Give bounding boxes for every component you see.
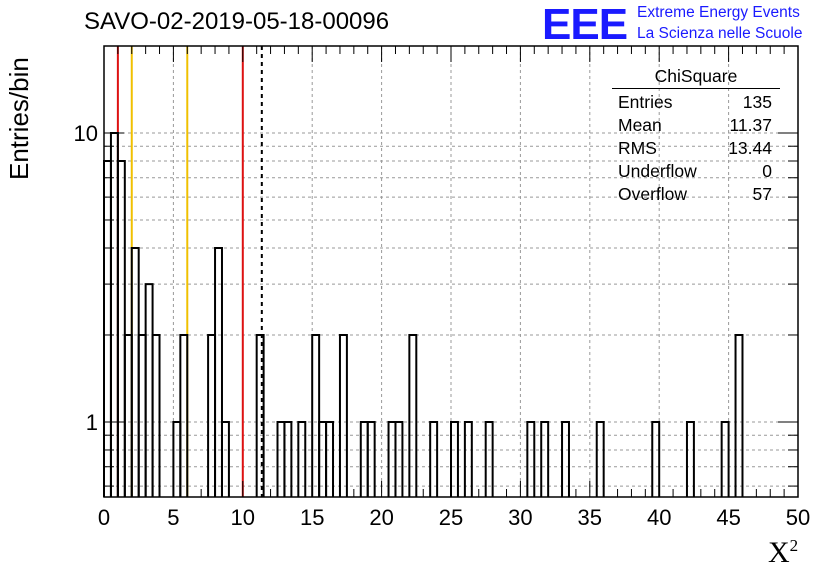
x-tick-label: 50 — [786, 505, 810, 530]
histogram-bin — [207, 333, 217, 497]
histogram-bin — [130, 246, 140, 497]
x-tick-label: 5 — [167, 505, 179, 530]
histogram-bin — [429, 420, 439, 497]
histogram-bin — [179, 333, 189, 497]
histogram-bin — [463, 420, 473, 497]
histogram-bin — [255, 333, 265, 497]
histogram-bin — [561, 420, 570, 497]
histogram-bin — [297, 420, 307, 497]
y-tick-label: 1 — [86, 410, 98, 435]
histogram-bars — [103, 131, 744, 497]
x-tick-label: 25 — [439, 505, 463, 530]
logo-line-2: La Scienza nelle Scuole — [637, 25, 803, 42]
histogram-bin — [366, 420, 376, 497]
logo-line-1: Extreme Energy Events — [637, 4, 800, 21]
histogram-bin — [408, 333, 418, 497]
histogram-bin — [484, 420, 494, 497]
histogram-bin — [144, 283, 154, 497]
stats-value: 11.37 — [729, 115, 773, 135]
x-tick-label: 30 — [508, 505, 532, 530]
stats-value: 13.44 — [728, 138, 772, 158]
histogram-bin — [338, 333, 348, 497]
histogram-bin — [283, 420, 293, 497]
histogram-bin — [526, 420, 536, 497]
stats-row-rms: RMS 13.44 — [612, 137, 780, 160]
histogram-bin — [720, 420, 730, 497]
histogram-bin — [109, 131, 119, 497]
x-axis-label: X2 — [768, 536, 798, 570]
x-tick-label: 45 — [716, 505, 740, 530]
stats-label: Entries — [618, 92, 673, 112]
stats-row-mean: Mean 11.37 — [612, 114, 780, 137]
x-axis-label-base: X — [768, 536, 790, 569]
histogram-bin — [103, 159, 112, 497]
y-axis-label: Entries/bin — [4, 57, 34, 180]
stats-label: Underflow — [618, 161, 697, 181]
stats-row-overflow: Overflow 57 — [612, 183, 780, 206]
x-tick-label: 40 — [647, 505, 671, 530]
histogram-bin — [394, 420, 404, 497]
stats-title: ChiSquare — [612, 66, 780, 89]
stats-box: ChiSquare Entries 135 Mean 11.37 RMS 13.44 … — [612, 66, 780, 206]
x-tick-label: 0 — [98, 505, 110, 530]
stats-value: 57 — [752, 184, 772, 204]
histogram-bin — [734, 333, 744, 497]
histogram-bin — [325, 420, 335, 497]
stats-value: 135 — [742, 92, 772, 112]
histogram-bin — [685, 420, 695, 497]
histogram-bin — [540, 420, 550, 497]
histogram-bin — [116, 159, 126, 497]
x-tick-label: 10 — [231, 505, 255, 530]
stats-value: 0 — [762, 161, 772, 181]
x-tick-label: 35 — [578, 505, 602, 530]
histogram-bin — [595, 420, 605, 497]
x-tick-label: 15 — [300, 505, 324, 530]
histogram-bin — [214, 246, 223, 497]
stats-label: Overflow — [618, 184, 688, 204]
histogram-bin — [220, 420, 230, 497]
axes: 0 5 10 15 20 25 30 35 40 45 50 1 10 — [74, 45, 810, 530]
stats-row-underflow: Underflow 0 — [612, 160, 780, 183]
grid-layer — [104, 46, 798, 497]
histogram-bin — [450, 420, 459, 497]
chart-title: SAVO-02-2019-05-18-00096 — [84, 8, 390, 35]
histogram-bin — [651, 420, 661, 497]
x-tick-label: 20 — [369, 505, 393, 530]
x-axis-label-superscript: 2 — [789, 536, 799, 555]
stats-row-entries: Entries 135 — [612, 91, 780, 114]
stats-label: Mean — [618, 115, 662, 135]
histogram-bin — [311, 333, 321, 497]
eee-logo: EEE — [542, 0, 628, 49]
histogram-bin — [137, 333, 147, 497]
histogram-bin — [151, 333, 161, 497]
stats-label: RMS — [618, 138, 657, 158]
histogram-bin — [123, 333, 133, 497]
y-tick-label: 10 — [74, 121, 98, 146]
